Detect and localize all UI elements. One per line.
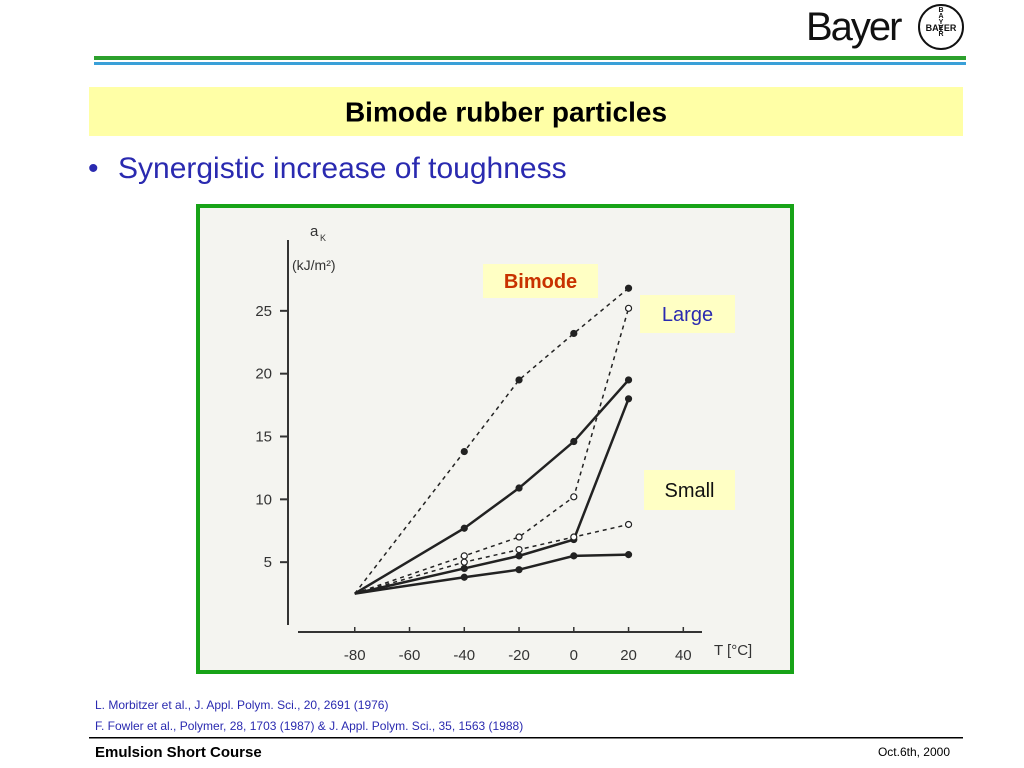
data-point bbox=[624, 395, 633, 403]
series-line bbox=[354, 308, 630, 595]
data-point bbox=[515, 566, 523, 574]
y-axis-label-symbol: a bbox=[310, 223, 319, 240]
x-tick-label: -20 bbox=[508, 647, 530, 664]
y-tick-label: 25 bbox=[255, 303, 272, 320]
plot: 5 10 15 20 25 -80 -60 -40 -20 0 20 40 T [°C] a K (kJ/m²… bbox=[255, 223, 752, 664]
data-point bbox=[515, 376, 523, 384]
data-point bbox=[460, 564, 468, 573]
annotation: Bimode bbox=[504, 271, 577, 293]
data-point bbox=[515, 533, 523, 541]
rule-blue bbox=[94, 62, 966, 65]
x-tick-label: -40 bbox=[453, 647, 475, 664]
reference: L. Morbitzer et al., J. Appl. Polym. Sci… bbox=[95, 698, 388, 712]
data-point bbox=[460, 552, 468, 560]
data-point bbox=[624, 284, 633, 292]
data-point bbox=[460, 573, 468, 581]
bullet-text: Synergistic increase of toughness bbox=[118, 152, 567, 185]
data-point bbox=[570, 493, 578, 501]
slide-title: Bimode rubber particles bbox=[345, 96, 667, 127]
data-point bbox=[460, 524, 468, 532]
data-point bbox=[515, 484, 523, 492]
x-tick-label: 20 bbox=[620, 647, 637, 664]
x-tick-label: 40 bbox=[675, 647, 692, 664]
data-point bbox=[624, 551, 633, 559]
reference: F. Fowler et al., Polymer, 28, 1703 (198… bbox=[95, 719, 523, 733]
y-axis-label-subscript: K bbox=[320, 233, 326, 243]
x-tick-label: -80 bbox=[344, 647, 366, 664]
y-tick-label: 5 bbox=[264, 554, 272, 571]
logo-text: Bayer bbox=[806, 5, 902, 49]
footer-date: Oct.6th, 2000 bbox=[878, 745, 950, 759]
data-point bbox=[570, 329, 578, 338]
data-point bbox=[624, 520, 633, 529]
annotation-box bbox=[644, 470, 735, 510]
footer-rule bbox=[89, 737, 963, 739]
data-point bbox=[624, 304, 633, 312]
annotation: Small bbox=[664, 480, 714, 502]
logo-emblem-text: BAYER bbox=[926, 23, 957, 33]
logo-emblem bbox=[918, 4, 964, 50]
data-point bbox=[624, 376, 633, 384]
data-point bbox=[570, 437, 578, 446]
x-tick-label: -60 bbox=[399, 647, 421, 664]
y-tick-label: 15 bbox=[255, 429, 272, 446]
data-point bbox=[515, 552, 523, 560]
bullet-dot: • bbox=[88, 152, 99, 185]
annotation-box bbox=[640, 295, 735, 333]
data-point bbox=[570, 533, 578, 541]
data-point bbox=[460, 558, 468, 566]
data-point bbox=[570, 552, 578, 560]
data-point bbox=[460, 447, 468, 456]
x-tick-label: 0 bbox=[570, 647, 578, 664]
annotation: Large bbox=[662, 304, 713, 326]
x-axis-label: T [°C] bbox=[714, 642, 752, 659]
rule-green bbox=[94, 56, 966, 60]
logo-emblem-text-vertical: BAYER bbox=[938, 7, 945, 37]
y-tick-label: 20 bbox=[255, 366, 272, 383]
y-axis-label-unit: (kJ/m²) bbox=[292, 257, 336, 273]
y-tick-label: 10 bbox=[255, 491, 272, 508]
annotation-box bbox=[483, 264, 598, 298]
title-band bbox=[89, 87, 963, 136]
data-point bbox=[515, 545, 523, 554]
footer-course: Emulsion Short Course bbox=[95, 744, 262, 761]
